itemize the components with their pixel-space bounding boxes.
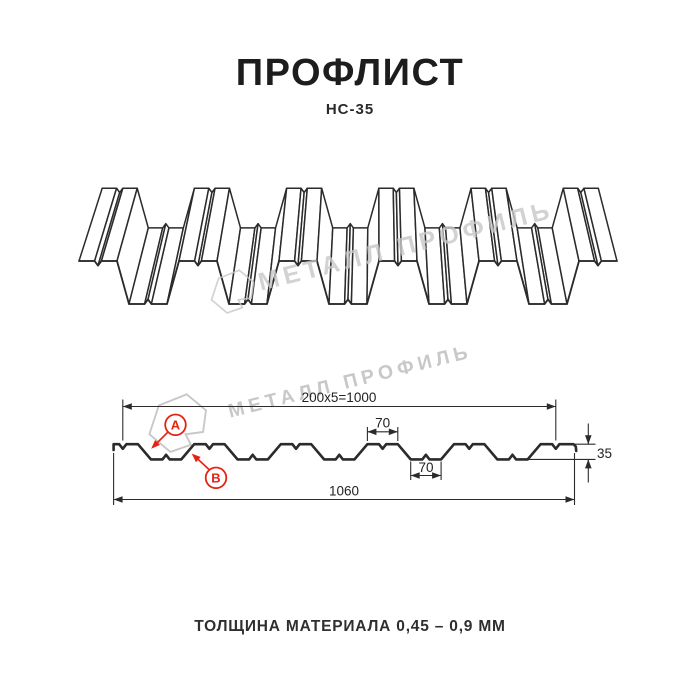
material-thickness-note: ТОЛЩИНА МАТЕРИАЛА 0,45 – 0,9 ММ bbox=[194, 618, 506, 635]
dim-label-overall-width: 1060 bbox=[329, 484, 359, 499]
callout-markers: А В bbox=[151, 413, 228, 490]
metall-profil-logo-icon bbox=[210, 269, 255, 314]
marker-b-letter: В bbox=[211, 470, 220, 485]
profile-outline bbox=[112, 442, 578, 461]
dim-label-rib-bottom-width: 70 bbox=[418, 460, 433, 475]
page-title: ПРОФЛИСТ bbox=[235, 52, 465, 94]
dimension-lines bbox=[113, 399, 596, 505]
dimension-annotations: 200x5=1000 70 70 35 1060 bbox=[113, 390, 612, 505]
marker-a-letter: А bbox=[171, 417, 181, 432]
marker-b-circle bbox=[204, 466, 228, 490]
watermark-text: МЕТАЛЛ ПРОФИЛЬ bbox=[226, 341, 474, 423]
marker-a-circle bbox=[164, 413, 187, 437]
dim-label-profile-height: 35 bbox=[597, 446, 612, 461]
marker-b-arrowhead bbox=[191, 453, 201, 463]
dim-label-rib-top-width: 70 bbox=[375, 416, 390, 431]
marker-a-arrowhead bbox=[151, 440, 160, 449]
profile-cross-section bbox=[112, 442, 578, 461]
dim-label-coverage-width: 200x5=1000 bbox=[302, 390, 377, 405]
metall-profil-logo-icon bbox=[148, 393, 208, 454]
profile-3d-view bbox=[78, 187, 618, 305]
profile-model-label: НС-35 bbox=[325, 101, 375, 118]
